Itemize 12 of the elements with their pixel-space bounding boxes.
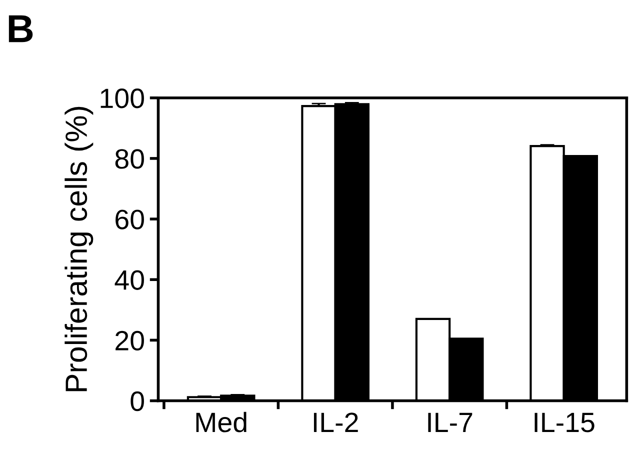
y-tick-label: 20: [116, 330, 144, 351]
y-tick-label: 100: [100, 88, 144, 108]
x-tick-label: IL-2: [314, 412, 358, 432]
x-tick-label: Med: [196, 412, 246, 432]
y-axis-title: Proliferating cells (%): [64, 106, 94, 392]
y-tick-label: 0: [130, 391, 144, 412]
y-tick-label: 60: [116, 210, 144, 230]
text: B: [8, 15, 33, 42]
x-tick-label: IL-15: [534, 412, 594, 432]
y-tick-label: 80: [115, 149, 144, 169]
x-tick-label: IL-7: [428, 412, 472, 432]
y-tick-label: 40: [114, 270, 144, 290]
